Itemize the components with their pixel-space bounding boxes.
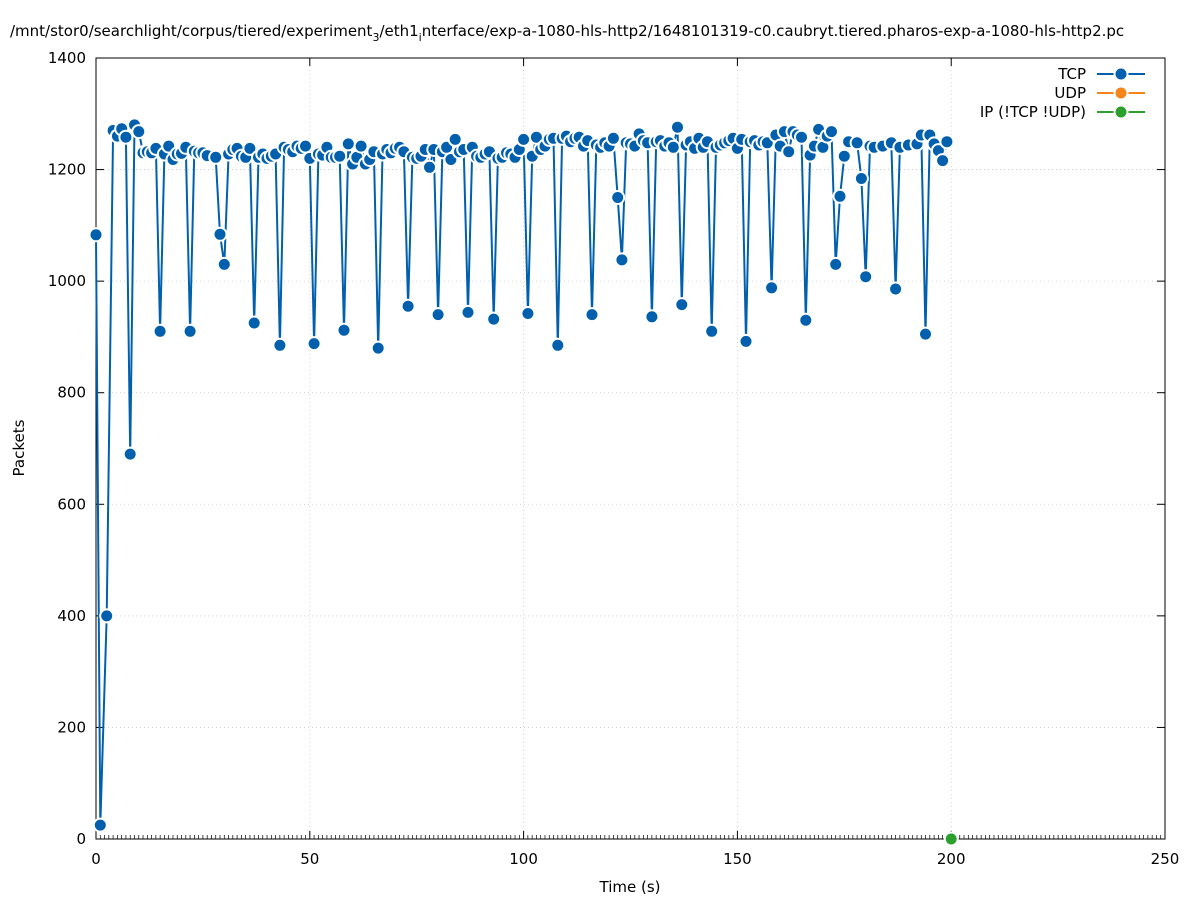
data-point [764,280,780,296]
data-point [272,337,288,353]
data-point [131,124,147,140]
data-point [212,226,228,242]
data-point [340,136,356,152]
data-point [332,148,348,164]
data-point [336,322,352,338]
data-point [370,340,386,356]
legend-label: TCP [1057,65,1086,83]
grid-lines [96,58,1165,839]
data-point [853,171,869,186]
title-subscript-1: 3 [372,31,379,44]
y-tick-label: 1400 [48,49,86,67]
data-point [88,227,104,243]
y-tick-label: 0 [76,830,86,848]
data-point [918,326,933,342]
data-point [738,333,754,349]
data-point [858,269,874,285]
data-point [99,608,115,624]
x-tick-label: 250 [1151,850,1180,868]
data-point [935,153,951,169]
y-tick-label: 1000 [48,272,86,290]
data-point [670,119,685,135]
data-point [422,159,437,175]
y-tick-label: 1200 [48,161,86,179]
data-point [704,323,720,339]
legend-marker-sample [1113,66,1129,82]
data-point [644,309,660,325]
y-tick-label: 400 [57,607,86,625]
data-point [781,144,797,160]
data-point [486,311,502,327]
data-point [943,831,959,847]
data-point [122,446,138,462]
data-point [550,337,566,353]
y-axis-label: Packets [10,419,28,476]
data-point [836,148,852,164]
data-point [242,140,258,156]
legend-label: IP (!TCP !UDP) [980,103,1086,121]
axis-ticks [95,57,1166,840]
y-tick-label: 200 [57,718,86,736]
data-point [430,307,446,323]
x-tick-label: 150 [723,850,752,868]
x-tick-label: 200 [937,850,966,868]
data-point [584,307,600,323]
y-tick-label: 800 [57,384,86,402]
data-point [610,190,626,205]
data-point [849,135,865,151]
title-part-3: nterface/exp-a-1080-hls-http2/1648101319… [422,22,1124,40]
data-point [182,323,198,339]
data-point [152,323,168,339]
x-tick-label: 0 [91,850,101,868]
data-point [794,129,809,145]
plot-frame [95,57,1166,840]
data-point [674,297,690,313]
data-point [118,129,134,145]
data-point [798,312,814,328]
title-part-2: /eth1 [379,22,418,40]
data-point [306,336,322,352]
x-tick-label: 50 [300,850,319,868]
chart-title: /mnt/stor0/searchlight/corpus/tiered/exp… [10,22,1124,44]
data-point [520,306,536,321]
y-tick-label: 600 [57,495,86,513]
data-point [939,134,955,150]
title-part-1: /mnt/stor0/searchlight/corpus/tiered/exp… [10,22,373,40]
data-point [614,252,630,268]
data-point [92,817,108,833]
legend-marker-sample [1113,104,1129,120]
legend-marker-sample [1113,85,1129,101]
x-tick-label: 100 [509,850,538,868]
x-axis-label: Time (s) [599,878,661,896]
series-layer [88,117,959,847]
data-point [824,124,839,140]
title-subscript-2: i [419,31,422,44]
data-point [516,131,532,147]
legend-label: UDP [1054,84,1086,102]
data-point [216,256,232,272]
data-point [353,138,369,154]
data-point [460,304,476,320]
data-point [665,139,681,155]
data-point [828,256,844,272]
axis-tick-labels: 0 50 100 150 200 250 0 200 400 600 800 1000 1200 1400 [48,49,1180,868]
data-point [208,149,224,165]
data-point [605,130,621,146]
data-point [400,298,416,314]
data-point [246,315,262,331]
data-point [298,138,313,154]
data-point [832,188,848,204]
data-point [888,281,904,297]
